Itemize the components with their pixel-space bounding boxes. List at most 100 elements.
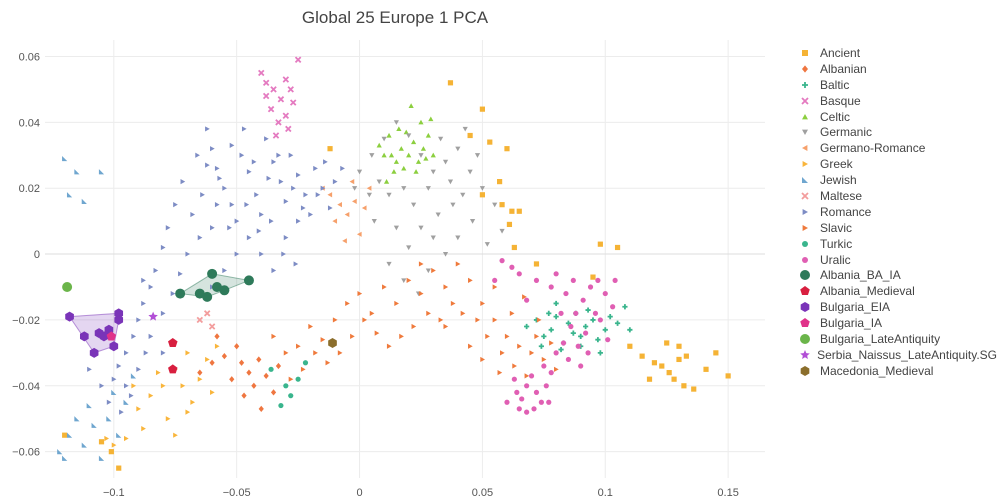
point-slavic (320, 337, 326, 343)
point-slavic (509, 310, 515, 316)
y-tick-label: 0.04 (19, 117, 40, 129)
point-romance (222, 185, 227, 191)
point-ancient (627, 343, 633, 349)
point-germanic (492, 202, 498, 208)
point-germanic (479, 186, 486, 191)
legend-marker (800, 349, 810, 359)
legend-item-ancient[interactable]: Ancient (792, 45, 997, 61)
point-greek (165, 416, 171, 422)
point-ancient (703, 366, 709, 372)
legend-item-jewish[interactable]: Jewish (792, 172, 997, 188)
point-celtic (428, 116, 434, 122)
legend-item-macedonia-medieval[interactable]: Macedonia_Medieval (792, 363, 997, 379)
point-romance (99, 383, 105, 389)
legend-item-germano-romance[interactable]: Germano-Romance (792, 140, 997, 156)
point-romance (283, 198, 289, 204)
point-celtic (396, 126, 402, 131)
point-germano-romance (342, 238, 347, 244)
point-greek (190, 399, 196, 405)
point-romance (283, 234, 289, 241)
point-uralic (612, 277, 618, 284)
point-romance (131, 333, 137, 339)
point-ancient (479, 192, 486, 198)
point-romance (227, 225, 232, 231)
point-germanic (411, 202, 417, 208)
point-romance (180, 179, 186, 185)
legend-item-uralic[interactable]: Uralic (792, 252, 997, 268)
legend[interactable]: Ancient Albanian Baltic Basque Celtic Germani… (792, 45, 997, 379)
x-tick-label: −0.05 (223, 487, 251, 499)
point-slavic (455, 261, 461, 267)
legend-item-germanic[interactable]: Germanic (792, 124, 997, 140)
point-basque (294, 56, 302, 63)
legend-label: Macedonia_Medieval (820, 363, 934, 378)
legend-item-turkic[interactable]: Turkic (792, 236, 997, 252)
legend-item-romance[interactable]: Romance (792, 204, 997, 220)
point-romance (124, 383, 129, 389)
point-romance (251, 159, 257, 165)
point-germanic (469, 219, 476, 224)
point-germanic (369, 153, 375, 158)
scatter-plot[interactable]: −0.1 −0.05 0 0.05 0.1 0.15 −0.06 −0.04 −0.02 0 0.0… (0, 0, 790, 500)
point-turkic (283, 383, 289, 389)
point-jewish (81, 198, 87, 204)
point-greek (214, 343, 220, 349)
point-bulgaria-lateantiquity (62, 281, 73, 292)
point-germanic (352, 186, 358, 191)
point-slavic (345, 300, 350, 307)
point-uralic (528, 373, 535, 379)
point-albanian (197, 369, 203, 376)
legend-item-baltic[interactable]: Baltic (792, 77, 997, 93)
point-uralic (519, 396, 525, 402)
point-uralic (548, 370, 554, 376)
point-baltic (585, 307, 591, 313)
point-germanic (386, 192, 392, 198)
point-slavic (426, 310, 431, 316)
legend-marker (800, 333, 810, 344)
point-jewish (74, 169, 80, 175)
legend-item-albania-ba-ia[interactable]: Albania_BA_IA (792, 267, 997, 283)
legend-label: Albania_Medieval (820, 284, 915, 299)
legend-item-maltese[interactable]: Maltese (792, 188, 997, 204)
point-slavic (350, 333, 355, 339)
point-albanian (238, 359, 245, 366)
point-romance (288, 152, 294, 158)
legend-item-albania-medieval[interactable]: Albania_Medieval (792, 283, 997, 299)
legend-item-bulgaria-eia[interactable]: Bulgaria_EIA (792, 299, 997, 315)
legend-marker (800, 318, 810, 328)
legend-marker (801, 192, 809, 200)
point-germanic (447, 179, 454, 185)
point-romance (210, 146, 215, 152)
legend-item-greek[interactable]: Greek (792, 156, 997, 172)
legend-symbol (800, 270, 810, 281)
legend-item-basque[interactable]: Basque (792, 93, 997, 109)
legend-marker (802, 161, 808, 168)
point-ancient (116, 465, 122, 471)
point-uralic (573, 310, 579, 316)
point-ancient (691, 386, 697, 392)
point-greek (185, 350, 191, 356)
legend-item-slavic[interactable]: Slavic (792, 220, 997, 236)
point-greek (197, 376, 203, 382)
point-albanian (229, 376, 235, 383)
point-albania-medieval (168, 364, 178, 374)
point-uralic (580, 297, 586, 303)
point-romance (296, 218, 301, 224)
legend-label: Albania_BA_IA (820, 268, 901, 283)
legend-item-bulgaria-lateantiquity[interactable]: Bulgaria_LateAntiquity (792, 331, 997, 347)
point-germanic (371, 219, 377, 224)
point-romance (136, 317, 141, 323)
legend-item-bulgaria-ia[interactable]: Bulgaria_IA (792, 315, 997, 331)
point-romance (141, 300, 146, 307)
point-romance (241, 126, 247, 132)
legend-item-serbia-naissus-lateantiquity-sg[interactable]: Serbia_Naissus_LateAntiquity.SG (792, 347, 997, 363)
point-baltic (607, 314, 613, 320)
point-basque (258, 69, 265, 77)
point-romance (141, 277, 146, 284)
legend-symbol (800, 302, 810, 313)
point-germanic (438, 136, 444, 142)
point-uralic (578, 363, 584, 369)
legend-item-celtic[interactable]: Celtic (792, 109, 997, 125)
point-greek (148, 393, 154, 399)
legend-item-albanian[interactable]: Albanian (792, 61, 997, 77)
